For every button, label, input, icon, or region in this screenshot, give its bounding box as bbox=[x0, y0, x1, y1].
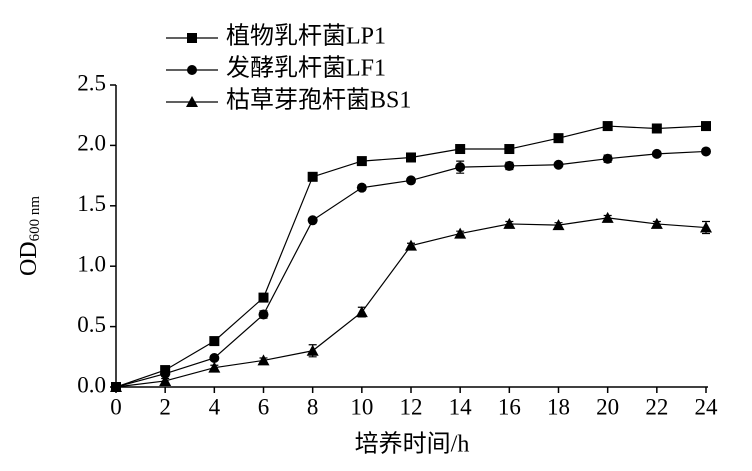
data-point bbox=[307, 171, 318, 182]
legend-label: 枯草芽孢杆菌BS1 bbox=[226, 87, 411, 114]
data-point bbox=[406, 175, 416, 186]
legend-marker bbox=[186, 96, 198, 107]
data-point bbox=[454, 227, 467, 239]
data-point bbox=[651, 148, 662, 159]
x-tick-label: 20 bbox=[596, 394, 619, 419]
y-axis-label: OD600 nm bbox=[16, 196, 44, 276]
data-point bbox=[701, 146, 711, 157]
data-point bbox=[504, 144, 515, 155]
x-tick-label: 24 bbox=[695, 394, 719, 419]
y-tick-label: 0.5 bbox=[77, 312, 106, 337]
data-point bbox=[602, 121, 613, 132]
series-line bbox=[115, 150, 707, 388]
x-tick-label: 2 bbox=[159, 394, 171, 419]
legend-marker bbox=[187, 65, 197, 75]
data-point bbox=[356, 182, 367, 193]
data-point bbox=[701, 121, 711, 132]
data-point bbox=[406, 152, 416, 163]
data-point bbox=[258, 292, 269, 303]
data-point bbox=[209, 353, 220, 364]
data-point bbox=[307, 215, 318, 226]
y-axis-label-main: OD bbox=[16, 241, 42, 276]
y-tick-label: 0.0 bbox=[77, 372, 106, 397]
y-tick-label: 2.0 bbox=[77, 131, 106, 156]
y-tick-label: 1.5 bbox=[77, 191, 106, 216]
x-tick-label: 4 bbox=[209, 394, 221, 419]
data-point bbox=[355, 306, 368, 318]
y-tick-label: 2.5 bbox=[77, 70, 106, 95]
legend-marker bbox=[187, 33, 197, 43]
data-point bbox=[651, 123, 662, 134]
x-tick-label: 8 bbox=[307, 394, 319, 419]
x-tick-label: 12 bbox=[400, 394, 423, 419]
x-tick-label: 0 bbox=[110, 394, 122, 419]
data-point bbox=[306, 344, 319, 356]
data-point bbox=[160, 368, 171, 379]
data-point bbox=[208, 361, 221, 373]
data-point bbox=[209, 336, 220, 347]
data-point bbox=[110, 381, 122, 392]
data-point bbox=[602, 153, 613, 164]
data-point bbox=[700, 221, 712, 233]
series-line bbox=[115, 125, 707, 388]
data-point bbox=[553, 159, 564, 170]
data-point bbox=[504, 160, 515, 171]
y-tick-label: 1.0 bbox=[77, 251, 106, 276]
y-axis-label-sub: 600 nm bbox=[27, 196, 43, 242]
data-point bbox=[650, 217, 663, 229]
data-point bbox=[455, 144, 466, 155]
data-point bbox=[159, 374, 172, 386]
data-point bbox=[405, 239, 417, 251]
data-point bbox=[552, 219, 565, 231]
data-point bbox=[553, 133, 564, 144]
data-point bbox=[258, 309, 269, 320]
x-tick-label: 6 bbox=[258, 394, 270, 419]
legend-label: 植物乳杆菌LP1 bbox=[226, 23, 386, 50]
x-tick-label: 16 bbox=[498, 394, 521, 419]
data-point bbox=[356, 156, 367, 167]
data-point bbox=[503, 217, 516, 229]
data-point bbox=[257, 354, 270, 366]
data-point bbox=[601, 211, 614, 223]
x-tick-label: 22 bbox=[645, 394, 668, 419]
x-tick-label: 10 bbox=[350, 394, 373, 419]
legend-label: 发酵乳杆菌LF1 bbox=[226, 55, 386, 82]
x-tick-label: 18 bbox=[547, 394, 570, 419]
x-axis-label: 培养时间/h bbox=[355, 431, 470, 458]
data-point bbox=[455, 162, 466, 173]
x-tick-label: 14 bbox=[449, 394, 473, 419]
